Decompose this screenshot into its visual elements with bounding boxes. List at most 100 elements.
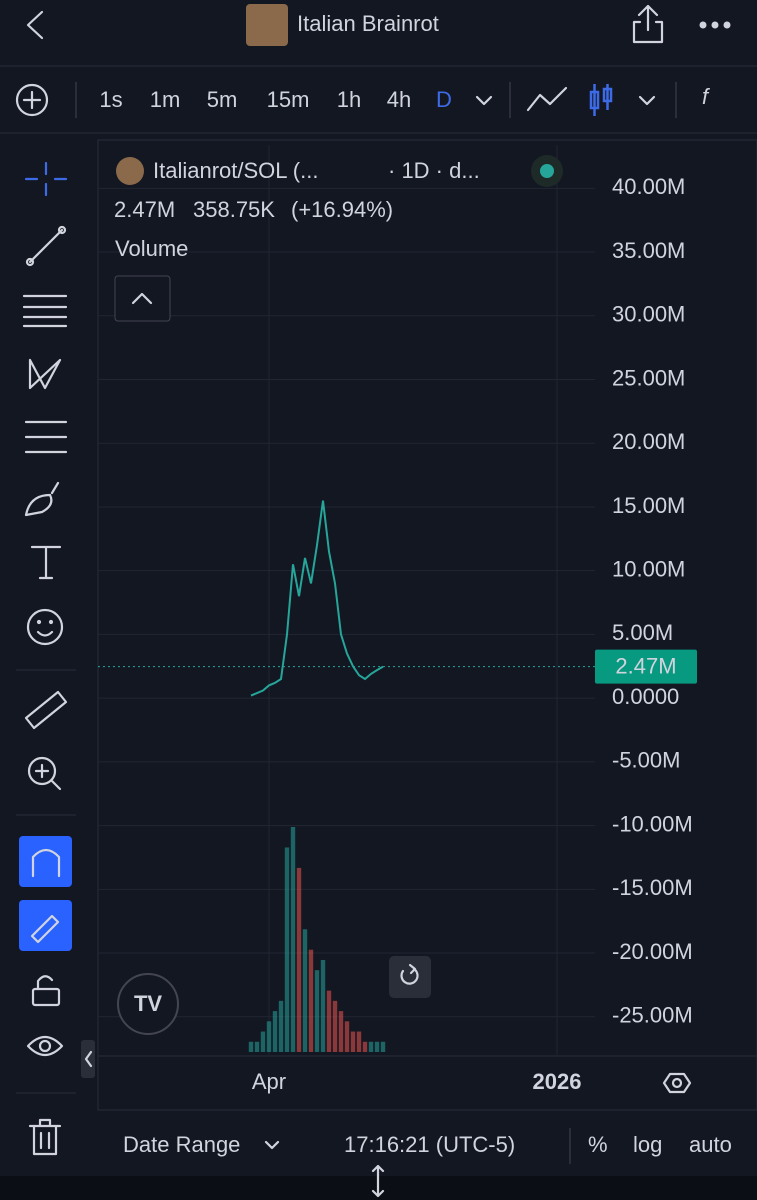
market-status-dot [540,164,554,178]
volume-bar [272,1011,278,1052]
interval-button[interactable]: 5m [207,87,238,112]
volume-bar [380,1041,386,1052]
last-value: 2.47M [114,197,175,222]
tv-logo[interactable] [117,973,179,1035]
magnet-icon [31,848,61,878]
resize-handle[interactable] [371,1164,385,1198]
volume-bar [254,1041,260,1052]
lock-drawings-button[interactable] [19,900,72,951]
last-price-label: 2.47M [615,653,676,678]
y-tick-label: 25.00M [612,365,685,390]
interval-button[interactable]: 15m [267,87,310,112]
percent-toggle[interactable]: % [588,1132,608,1157]
y-tick-label: 15.00M [612,493,685,518]
volume-bar [314,970,320,1052]
chart-type-candles[interactable] [589,84,613,116]
magnet-button[interactable] [19,836,72,887]
page-title: Italian Brainrot [297,11,439,36]
token-icon [246,4,288,46]
volume-bar [332,1000,338,1052]
volume-bar [248,1041,254,1052]
y-tick-label: 40.00M [612,174,685,199]
y-tick-label: 35.00M [612,238,685,263]
change-percent: (+16.94%) [291,197,393,222]
y-tick-label: 0.0000 [612,684,679,709]
drawing-tools [22,161,68,791]
log-toggle[interactable]: log [633,1132,662,1157]
interval-button[interactable]: D [436,87,452,112]
clock: 17:16:21 (UTC-5) [344,1132,515,1157]
measure-tool[interactable] [24,690,68,730]
projection-tool[interactable] [24,420,68,454]
volume-bar [338,1011,344,1052]
collapse-icon [84,1050,93,1068]
interval-button[interactable]: 4h [387,87,411,112]
unlock-button[interactable] [31,975,61,1007]
collapse-legend[interactable] [114,275,171,322]
collapse-legend-icon [131,292,153,305]
y-tick-label: -5.00M [612,748,680,773]
y-tick-label: -25.00M [612,1003,693,1028]
volume-bar [278,1000,284,1052]
study-name: Volume [115,236,188,261]
volume-bar [362,1041,368,1052]
y-tick-label: 30.00M [612,302,685,327]
chart-pane [97,139,757,1111]
interval-button[interactable]: 1h [337,87,361,112]
indicators-button[interactable]: f [702,84,711,109]
symbol-name: Italianrot/SOL (... [153,158,318,183]
settings-button[interactable] [662,1072,692,1094]
last-price-badge [595,649,697,684]
volume-bar [326,990,332,1052]
symbol-icon [116,157,144,185]
interval-button[interactable]: 1s [99,87,122,112]
chart-type-menu[interactable] [638,95,656,106]
crosshair-tool[interactable] [24,161,68,197]
fib-tool[interactable] [22,294,68,328]
chart-type-line[interactable] [526,86,568,112]
text-tool[interactable] [30,545,62,580]
add-symbol-button[interactable] [15,83,49,117]
volume-bar [356,1031,362,1052]
volume-bar [260,1031,266,1052]
y-tick-label: 20.00M [612,429,685,454]
date-range-button[interactable]: Date Range [123,1132,240,1157]
pencil-icon [30,914,60,944]
volume-bar [290,827,296,1052]
pattern-tool[interactable] [28,358,62,390]
delete-button[interactable] [28,1118,62,1156]
volume-bar [308,949,314,1052]
interval-menu[interactable] [475,95,493,106]
x-tick-label: 2026 [533,1069,582,1094]
y-tick-label: -20.00M [612,939,693,964]
change-value: 358.75K [193,197,275,222]
volume-bar [284,847,290,1052]
volume-bar [374,1041,380,1052]
emoji-tool[interactable] [26,608,64,646]
reset-button[interactable] [389,956,431,998]
back-button[interactable] [26,10,44,40]
y-tick-label: 5.00M [612,620,673,645]
volume-bar [368,1041,374,1052]
interval-button[interactable]: 1m [150,87,181,112]
volume-bar [266,1021,272,1052]
more-button[interactable] [699,21,731,29]
zoom-tool[interactable] [27,756,62,791]
y-tick-label: -10.00M [612,811,693,836]
volume-bar [344,1021,350,1052]
auto-toggle[interactable]: auto [689,1132,732,1157]
volume-bar [296,867,302,1052]
volume-bar [350,1031,356,1052]
date-range-icon [264,1140,280,1150]
brush-tool[interactable] [24,481,60,517]
trend-line-tool[interactable] [25,225,67,267]
reset-icon [400,963,419,985]
y-tick-label: 10.00M [612,556,685,581]
visibility-button[interactable] [26,1035,64,1057]
x-tick-label: Apr [252,1069,286,1094]
collapse-sidebar[interactable] [81,1040,95,1078]
volume-bar [302,929,308,1052]
share-button[interactable] [632,4,664,44]
symbol-interval: · 1D · d... [388,158,480,183]
